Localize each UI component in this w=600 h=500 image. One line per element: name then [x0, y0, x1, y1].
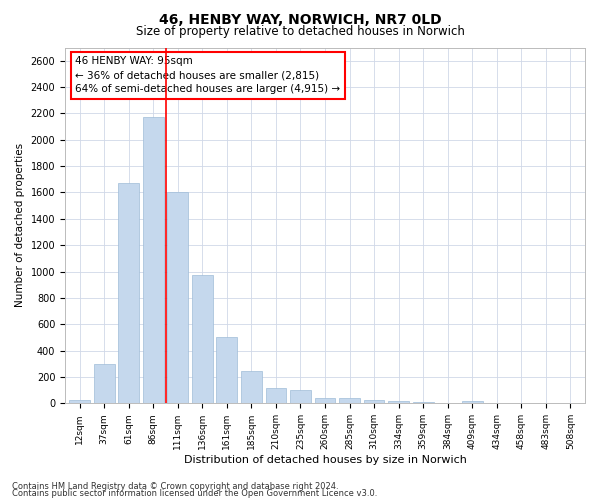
- Bar: [535, 402, 556, 404]
- Bar: [241, 371, 262, 404]
- Bar: [486, 402, 507, 404]
- Bar: [266, 388, 286, 404]
- Bar: [118, 182, 139, 404]
- Text: 46 HENBY WAY: 95sqm
← 36% of detached houses are smaller (2,815)
64% of semi-det: 46 HENBY WAY: 95sqm ← 36% of detached ho…: [76, 56, 341, 94]
- Bar: [511, 402, 532, 404]
- Bar: [143, 116, 164, 404]
- Bar: [167, 192, 188, 404]
- Bar: [560, 402, 581, 404]
- Bar: [314, 398, 335, 404]
- Bar: [437, 402, 458, 404]
- Bar: [70, 400, 90, 404]
- Text: Size of property relative to detached houses in Norwich: Size of property relative to detached ho…: [136, 25, 464, 38]
- X-axis label: Distribution of detached houses by size in Norwich: Distribution of detached houses by size …: [184, 455, 466, 465]
- Bar: [339, 398, 360, 404]
- Bar: [388, 400, 409, 404]
- Bar: [364, 400, 385, 404]
- Text: Contains HM Land Registry data © Crown copyright and database right 2024.: Contains HM Land Registry data © Crown c…: [12, 482, 338, 491]
- Y-axis label: Number of detached properties: Number of detached properties: [15, 144, 25, 308]
- Bar: [290, 390, 311, 404]
- Bar: [217, 338, 238, 404]
- Bar: [192, 275, 213, 404]
- Bar: [94, 364, 115, 404]
- Bar: [413, 402, 434, 404]
- Text: 46, HENBY WAY, NORWICH, NR7 0LD: 46, HENBY WAY, NORWICH, NR7 0LD: [158, 12, 442, 26]
- Text: Contains public sector information licensed under the Open Government Licence v3: Contains public sector information licen…: [12, 489, 377, 498]
- Bar: [462, 400, 482, 404]
